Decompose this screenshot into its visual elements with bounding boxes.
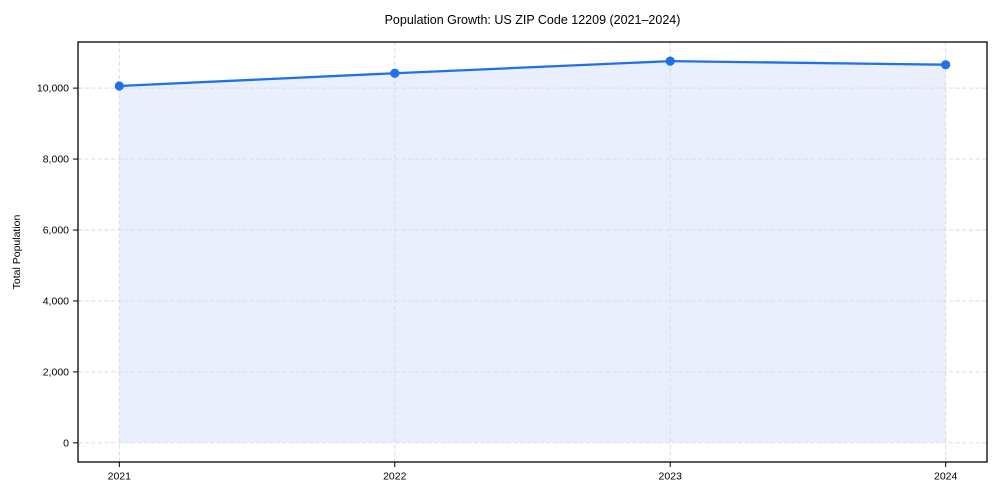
y-tick-label: 4,000 [43, 296, 69, 308]
y-tick-label: 2,000 [43, 366, 69, 378]
data-point-marker [665, 56, 675, 66]
chart-title: Population Growth: US ZIP Code 12209 (20… [384, 13, 681, 27]
y-tick-label: 8,000 [43, 154, 69, 166]
data-point-marker [941, 60, 951, 70]
data-point-marker [390, 68, 400, 78]
data-line [118, 60, 947, 88]
area-fill [119, 61, 946, 443]
x-tick-label: 2021 [108, 471, 132, 483]
x-tick-label: 2022 [383, 471, 407, 483]
y-tick-label: 6,000 [43, 225, 69, 237]
y-tick-label: 0 [63, 437, 69, 449]
y-tick-label: 10,000 [37, 83, 69, 95]
x-tick-label: 2024 [934, 471, 958, 483]
y-axis-label: Total Population [11, 214, 23, 289]
plot-border [77, 41, 988, 463]
data-point-marker [114, 81, 124, 91]
x-tick-label: 2023 [659, 471, 683, 483]
